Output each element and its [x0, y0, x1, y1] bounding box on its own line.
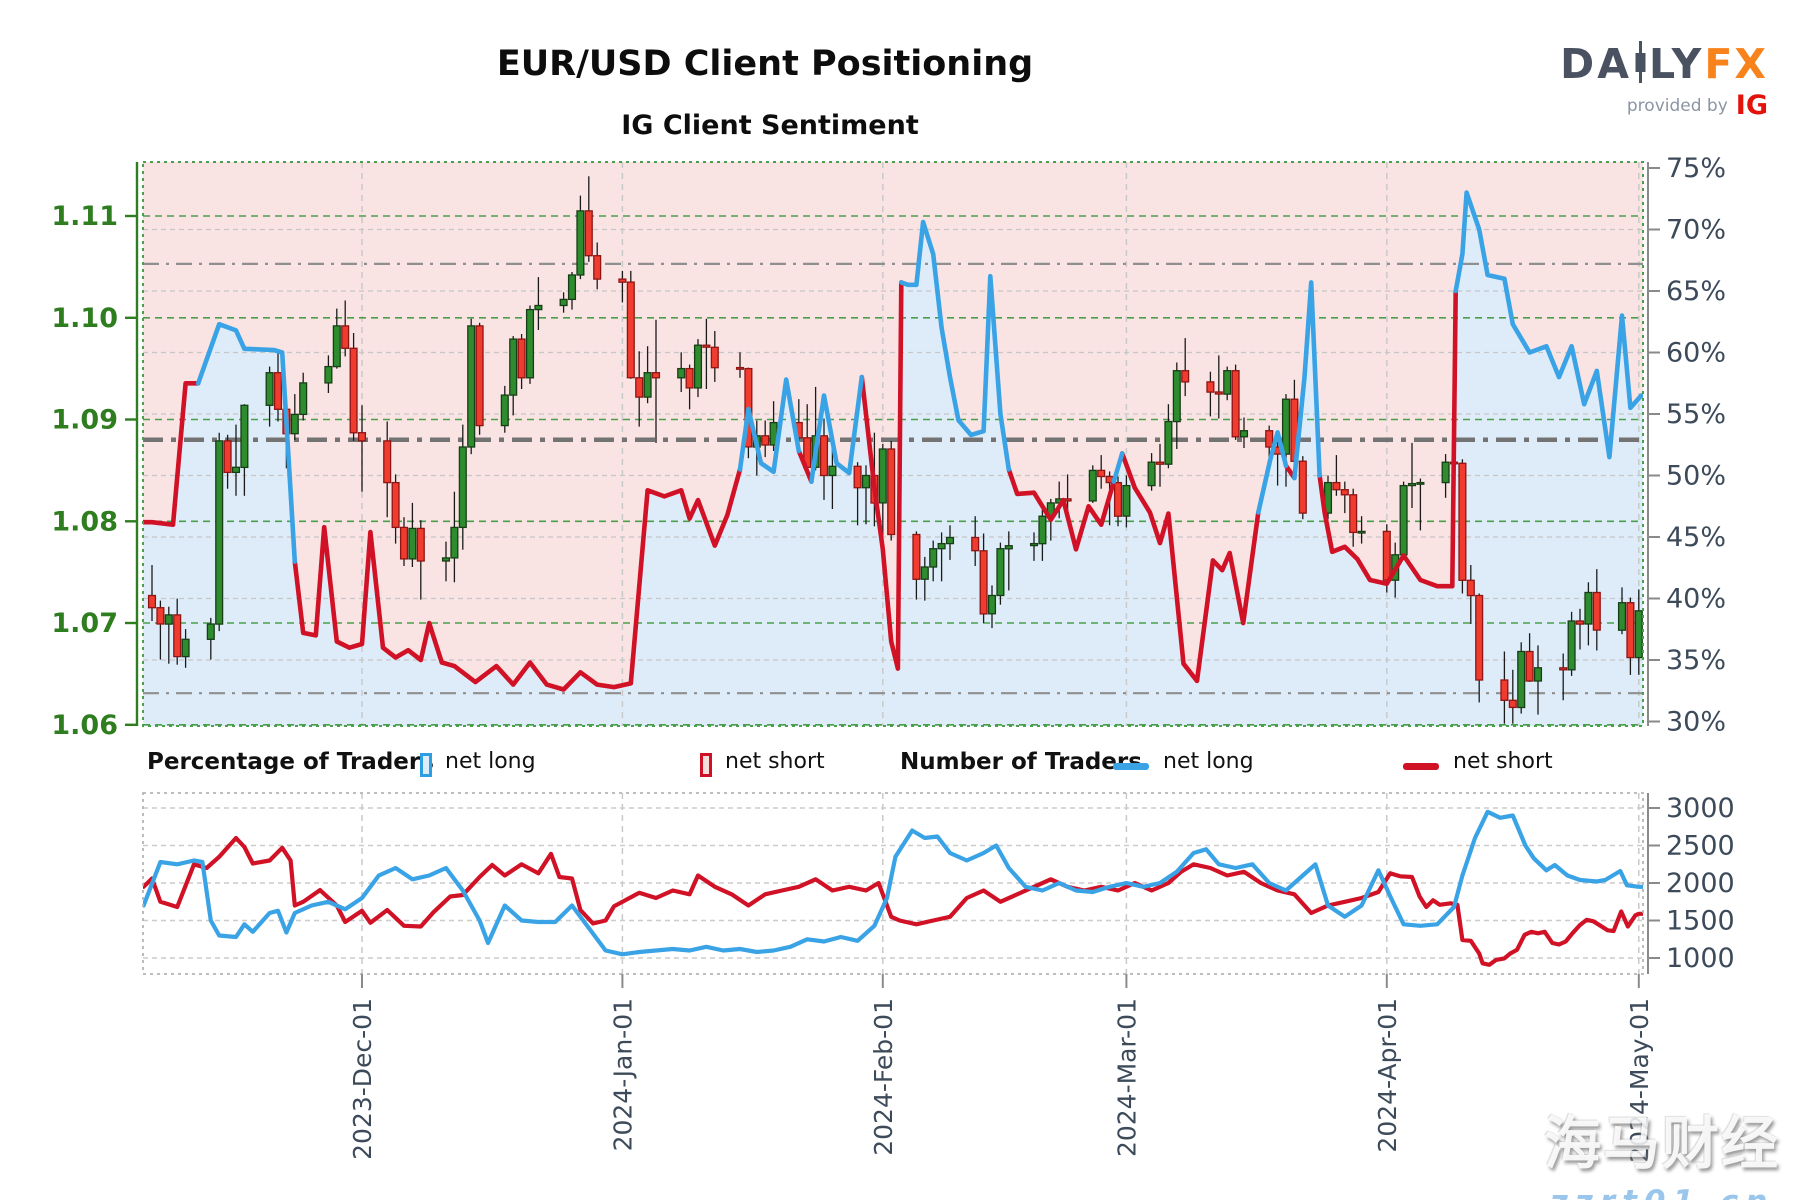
pct-tick-label: 75% — [1666, 153, 1726, 184]
dailyfx-logo: DA LY FX provided by IG — [1560, 40, 1768, 121]
logo-text-fx: FX — [1704, 40, 1768, 88]
net-short-count-line — [143, 835, 1643, 967]
price-candles — [147, 176, 1643, 724]
legend-num-net-long: net long — [1163, 749, 1254, 774]
logo-text-ly: LY — [1648, 40, 1705, 88]
pct-tick-label: 30% — [1666, 707, 1726, 738]
legend-pct-header: Percentage of Traders — [147, 749, 434, 775]
price-tick-label: 1.10 — [51, 303, 118, 334]
net-short-swatch-icon — [700, 753, 712, 777]
provided-by-label: provided by — [1626, 95, 1728, 116]
watermark-cn-text: 海马财经 — [1544, 1111, 1780, 1177]
legend-pct-net-long: net long — [445, 749, 536, 774]
net-long-swatch-icon — [420, 753, 432, 777]
date-tick-label: 2024-Apr-01 — [1373, 998, 1402, 1153]
count-tick-label: 1000 — [1666, 943, 1735, 974]
watermark: 海马财经 zzrt01.cn — [1528, 1098, 1796, 1200]
date-tick-label: 2024-Feb-01 — [869, 998, 898, 1156]
date-tick-label: 2024-May-01 — [1625, 998, 1654, 1163]
count-tick-label: 1500 — [1666, 906, 1735, 937]
pct-axis-labels: 30% 35% 40% 45% 50% 55% 60% 65% 70% 75% — [1666, 153, 1726, 738]
count-tick-label: 2500 — [1666, 831, 1735, 862]
chart-subtitle: IG Client Sentiment — [621, 110, 919, 141]
sentiment-line — [143, 190, 1643, 692]
date-tick-label: 2024-Jan-01 — [608, 998, 637, 1151]
pct-tick-label: 55% — [1666, 399, 1726, 430]
pct-tick-label: 35% — [1666, 645, 1726, 676]
price-tick-label: 1.09 — [51, 405, 118, 436]
pct-tick-label: 45% — [1666, 522, 1726, 553]
price-tick-label: 1.07 — [51, 608, 118, 639]
pct-tick-label: 65% — [1666, 276, 1726, 307]
legend-num-net-short: net short — [1453, 749, 1553, 774]
bottom-plot-border — [142, 792, 1644, 975]
count-tick-label: 3000 — [1666, 793, 1735, 824]
net-short-line-icon — [1403, 763, 1439, 770]
price-gridlines — [143, 215, 1643, 726]
logo-text-da: DA — [1560, 40, 1632, 88]
pct-axis — [1647, 162, 1660, 726]
pct-tick-label: 70% — [1666, 215, 1726, 246]
net-long-line-icon — [1113, 763, 1149, 770]
sentiment-threshold-lines — [143, 262, 1643, 695]
legend-num-header: Number of Traders — [900, 749, 1142, 775]
date-tick-label: 2024-Mar-01 — [1112, 998, 1141, 1157]
count-tick-label: 2000 — [1666, 868, 1735, 899]
price-tick-label: 1.06 — [51, 710, 118, 741]
price-tick-label: 1.08 — [51, 506, 118, 537]
price-axis — [125, 162, 139, 726]
net-long-count-line — [143, 809, 1643, 957]
pct-tick-label: 50% — [1666, 461, 1726, 492]
price-tick-label: 1.11 — [51, 201, 118, 232]
date-axis-labels: 2023-Dec-01 2024-Jan-01 2024-Feb-01 2024-Ma… — [348, 998, 1654, 1163]
count-axis — [1647, 793, 1660, 974]
legend-pct-net-short: net short — [725, 749, 825, 774]
pct-tick-label: 40% — [1666, 584, 1726, 615]
logo-candle-icon — [1634, 41, 1647, 87]
top-plot-border — [142, 161, 1644, 727]
ig-logo: IG — [1735, 90, 1768, 121]
count-axis-labels: 1000 1500 2000 2500 3000 — [1666, 793, 1735, 974]
pct-tick-label: 60% — [1666, 338, 1726, 369]
sentiment-fills — [143, 162, 1643, 726]
count-gridlines — [143, 807, 1643, 959]
date-axis-ticks — [361, 974, 1640, 988]
page-title: EUR/USD Client Positioning — [496, 44, 1034, 84]
date-tick-label: 2023-Dec-01 — [348, 998, 377, 1160]
price-axis-labels: 1.06 1.07 1.08 1.09 1.10 1.11 — [51, 201, 118, 741]
watermark-url-text: zzrt01.cn — [1528, 1184, 1796, 1200]
trader-count-lines — [143, 809, 1643, 967]
